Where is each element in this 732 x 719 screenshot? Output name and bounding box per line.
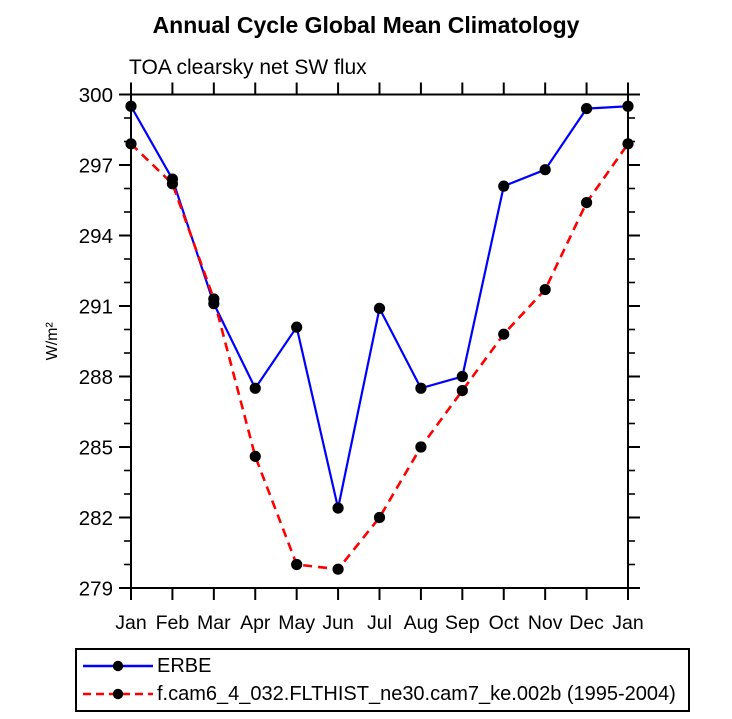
legend-item-model: f.cam6_4_032.FLTHIST_ne30.cam7_ke.002b (… xyxy=(82,681,688,707)
data-point-marker xyxy=(249,382,261,394)
x-tick-label: Mar xyxy=(197,612,231,634)
data-point-marker xyxy=(415,382,427,394)
x-tick-label: Aug xyxy=(404,612,439,634)
y-tick-label: 297 xyxy=(79,155,113,178)
x-tick-label: May xyxy=(278,612,315,634)
y-tick-label: 285 xyxy=(79,437,113,460)
data-point-marker xyxy=(208,293,220,305)
data-point-marker xyxy=(125,138,137,150)
data-point-marker xyxy=(291,321,303,333)
chart-title: Annual Cycle Global Mean Climatology xyxy=(152,12,580,38)
data-point-marker xyxy=(456,370,468,383)
data-point-marker xyxy=(332,563,344,575)
data-point-marker xyxy=(415,441,427,453)
data-point-marker xyxy=(249,450,261,462)
data-point-marker xyxy=(580,197,593,209)
y-tick-label: 291 xyxy=(79,296,113,319)
legend-label-model: f.cam6_4_032.FLTHIST_ne30.cam7_ke.002b (… xyxy=(157,683,676,706)
x-tick-label: Feb xyxy=(156,612,190,634)
axis-labels: 279 282 285 288 291 294 297 300 Jan Feb Mar Apr May J… xyxy=(44,84,644,634)
data-point-marker xyxy=(580,103,593,115)
data-point-markers xyxy=(125,100,634,575)
data-point-marker xyxy=(456,385,468,397)
y-tick-label: 282 xyxy=(79,507,113,530)
y-tick-label: 300 xyxy=(79,84,113,107)
x-tick-label: Apr xyxy=(240,612,271,634)
y-axis-title: W/m² xyxy=(44,321,61,360)
series-line-1 xyxy=(130,142,630,571)
x-tick-label: Jun xyxy=(322,612,353,634)
erbe-solid-line-icon xyxy=(83,660,153,671)
data-point-marker xyxy=(332,502,344,514)
x-tick-label: Sep xyxy=(445,612,480,634)
data-point-marker xyxy=(539,283,551,296)
data-point-marker xyxy=(125,100,137,112)
y-tick-label: 279 xyxy=(79,578,113,601)
data-point-marker xyxy=(166,178,179,190)
y-tick-label: 288 xyxy=(79,366,113,389)
data-point-marker xyxy=(498,328,510,340)
data-point-marker xyxy=(291,558,303,571)
data-point-marker xyxy=(373,511,386,524)
x-tick-label: Nov xyxy=(528,612,563,634)
data-point-marker xyxy=(373,302,386,314)
legend-item-erbe: ERBE xyxy=(82,653,688,679)
data-point-marker xyxy=(622,100,634,112)
axis-ticks xyxy=(119,82,640,600)
x-tick-label: Jan xyxy=(612,612,643,634)
x-tick-label: Dec xyxy=(569,612,604,634)
x-tick-label: Jan xyxy=(115,612,146,634)
legend-label-erbe: ERBE xyxy=(157,654,212,677)
x-tick-label: Oct xyxy=(489,612,520,634)
x-tick-label: Jul xyxy=(367,612,392,634)
data-point-marker xyxy=(498,180,510,192)
data-point-marker xyxy=(539,164,551,176)
chart-subtitle: TOA clearsky net SW flux xyxy=(129,56,367,79)
chart-legend: ERBE f.cam6_4_032.FLTHIST_ne30.cam7_ke.0… xyxy=(75,648,690,712)
data-point-marker xyxy=(622,138,634,150)
series-lines xyxy=(130,105,630,571)
y-tick-label: 294 xyxy=(79,225,113,248)
model-dashed-line-icon xyxy=(83,689,153,700)
